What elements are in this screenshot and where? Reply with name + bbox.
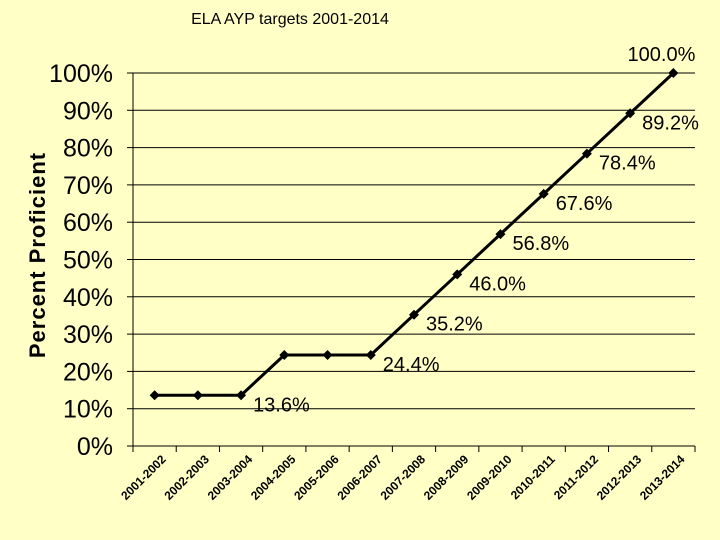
x-tick-label: 2003-2004 bbox=[205, 452, 256, 503]
x-tick-label: 2007-2008 bbox=[378, 452, 429, 503]
x-tick-labels: 2001-20022002-20032003-20042004-20052005… bbox=[118, 452, 687, 503]
y-tick-label: 80% bbox=[63, 135, 113, 163]
data-point bbox=[365, 349, 376, 360]
y-tick-labels: 0% 10% 20% 30% 40% 50% 60% 70% 80% 90% 100% bbox=[49, 60, 113, 461]
data-point bbox=[149, 390, 160, 401]
data-point bbox=[452, 269, 463, 280]
data-point bbox=[581, 148, 592, 159]
data-points bbox=[149, 68, 679, 401]
data-label: 67.6% bbox=[556, 193, 613, 215]
grid-lines bbox=[133, 72, 695, 410]
x-tick-label: 2004-2005 bbox=[248, 452, 299, 503]
x-tick-label: 2001-2002 bbox=[118, 452, 169, 503]
data-point bbox=[322, 349, 333, 360]
data-point bbox=[236, 390, 247, 401]
x-tick-label: 2011-2012 bbox=[551, 452, 601, 502]
x-tick-label: 2008-2009 bbox=[421, 452, 472, 503]
data-label: 24.4% bbox=[383, 354, 440, 376]
axes bbox=[127, 72, 696, 452]
y-tick-label: 60% bbox=[63, 209, 113, 237]
y-tick-label: 0% bbox=[77, 433, 113, 461]
data-point bbox=[409, 309, 419, 320]
data-point bbox=[495, 229, 506, 240]
y-tick-label: 20% bbox=[63, 358, 113, 386]
data-label: 13.6% bbox=[253, 394, 310, 416]
y-tick-label: 100% bbox=[49, 60, 113, 88]
x-tick-label: 2002-2003 bbox=[161, 452, 212, 503]
data-label: 46.0% bbox=[469, 273, 526, 295]
data-label: 35.2% bbox=[426, 314, 483, 336]
data-point bbox=[668, 68, 679, 78]
x-tick-label: 2013-2014 bbox=[637, 452, 688, 503]
x-tick-label: 2012-2013 bbox=[594, 452, 645, 503]
series-line bbox=[154, 71, 675, 397]
y-tick-label: 30% bbox=[63, 321, 113, 349]
data-label: 89.2% bbox=[642, 112, 699, 134]
y-tick-label: 40% bbox=[63, 284, 113, 312]
x-tick-label: 2009-2010 bbox=[464, 452, 515, 503]
y-tick-label: 70% bbox=[63, 172, 113, 200]
data-point bbox=[192, 390, 203, 401]
data-label: 100.0% bbox=[628, 44, 696, 66]
data-point bbox=[625, 108, 636, 119]
y-axis-label: Percent Proficient bbox=[25, 152, 50, 358]
y-tick-label: 50% bbox=[63, 247, 113, 275]
chart-title: ELA AYP targets 2001-2014 bbox=[191, 11, 389, 28]
data-point bbox=[279, 349, 290, 360]
data-label: 56.8% bbox=[512, 233, 569, 255]
series-polyline bbox=[154, 71, 675, 397]
data-label: 78.4% bbox=[599, 153, 656, 175]
data-point bbox=[538, 188, 549, 199]
x-tick-label: 2006-2007 bbox=[334, 452, 385, 503]
x-tick-label: 2010-2011 bbox=[508, 452, 558, 502]
data-labels: 13.6% 24.4% 35.2% 46.0% 56.8% 67.6% 78.4% 89.2%… bbox=[253, 44, 699, 416]
x-tick-label: 2005-2006 bbox=[291, 452, 342, 503]
y-tick-label: 10% bbox=[63, 396, 113, 424]
y-tick-label: 90% bbox=[63, 97, 113, 125]
